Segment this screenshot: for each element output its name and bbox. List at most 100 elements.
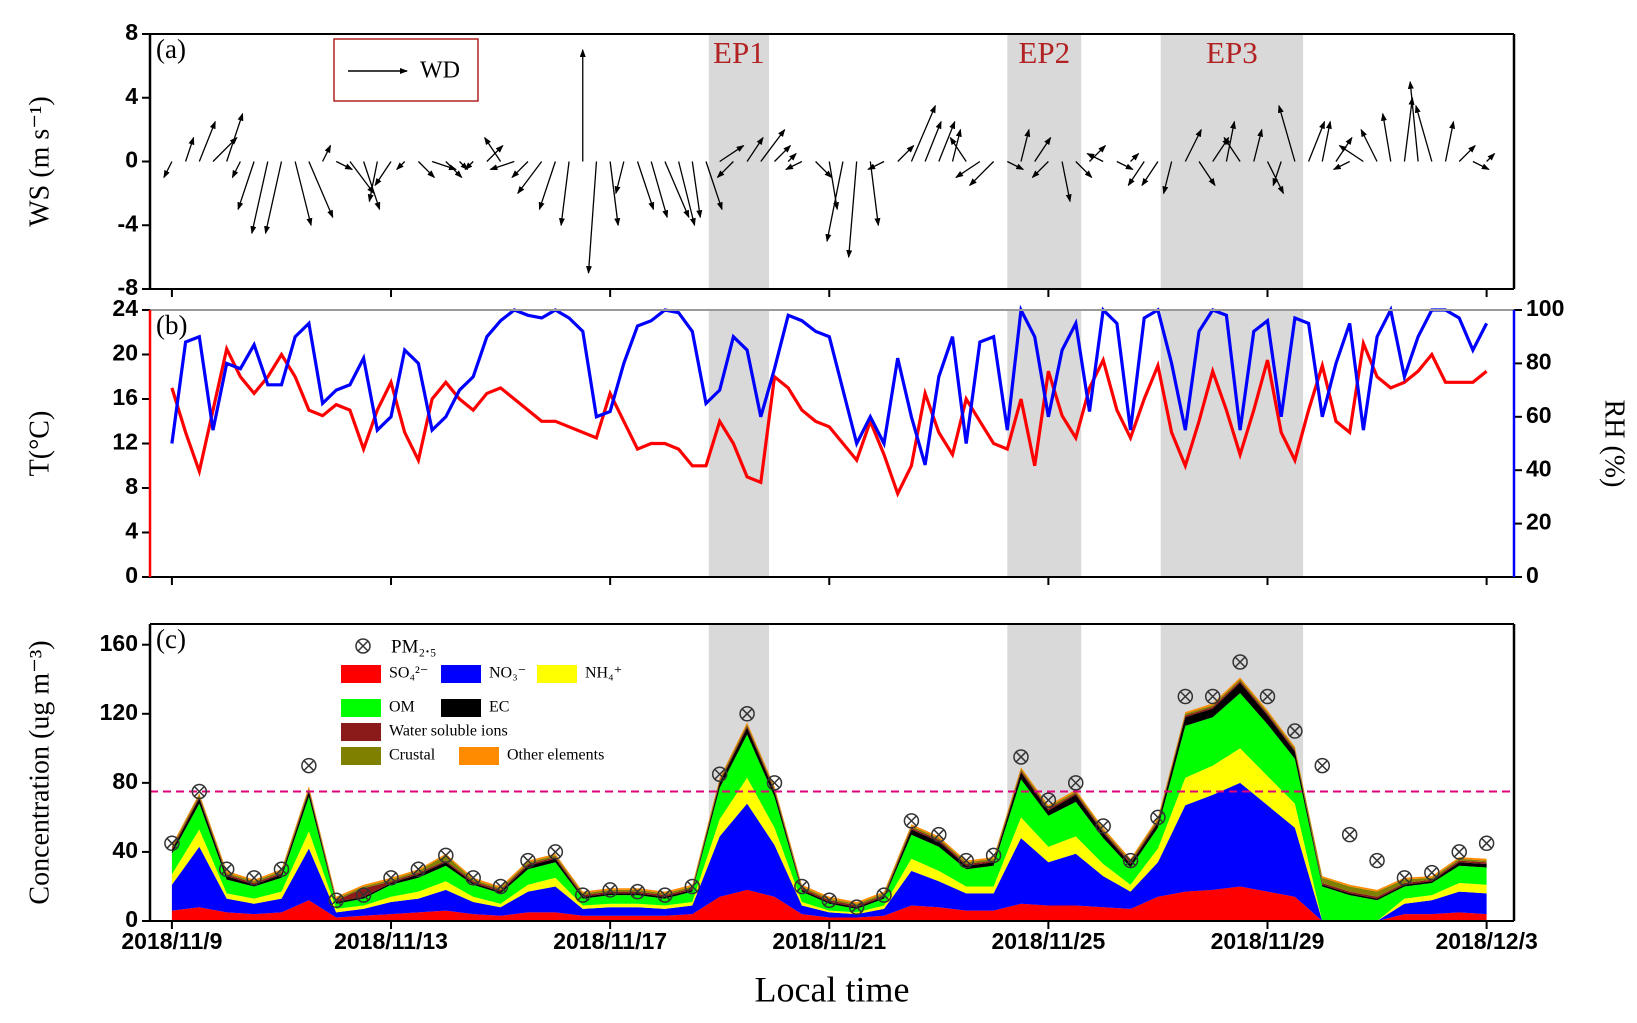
wind-arrow xyxy=(1184,128,1202,162)
wind-arrow xyxy=(760,128,786,162)
marker-cross xyxy=(577,889,589,901)
wind-arrow xyxy=(1198,161,1216,187)
pm25-point xyxy=(1232,654,1248,670)
wind-arrow xyxy=(746,136,764,162)
marker-cross xyxy=(1179,690,1191,703)
legend-marker xyxy=(355,638,371,654)
wind-arrow xyxy=(614,161,625,195)
wind-arrow xyxy=(1407,80,1419,162)
episode-label: EP2 xyxy=(1018,35,1070,70)
wind-arrow xyxy=(517,161,543,195)
episode-label: EP1 xyxy=(713,35,765,70)
marker-cross xyxy=(385,872,397,884)
x-tick-label: 2018/11/29 xyxy=(1211,928,1325,954)
y2-tick-label: 80 xyxy=(1526,348,1552,374)
marker-ring xyxy=(1013,749,1029,765)
wind-arrow xyxy=(1444,120,1456,162)
pm25-point xyxy=(903,813,920,829)
wind-arrow xyxy=(363,161,381,211)
marker-cross xyxy=(796,880,808,892)
marker-cross xyxy=(221,863,233,875)
wind-arrow xyxy=(226,112,244,162)
legend-swatch xyxy=(441,699,481,717)
pm25-point xyxy=(410,861,427,877)
wind-arrow xyxy=(949,136,967,162)
marker-ring xyxy=(985,847,1002,864)
marker-ring xyxy=(1451,844,1467,860)
pm25-point xyxy=(821,892,838,909)
marker-cross xyxy=(823,894,835,906)
marker-ring xyxy=(1232,654,1248,670)
marker-ring xyxy=(1369,852,1385,869)
wind-arrow xyxy=(716,161,734,179)
marker-cross xyxy=(714,768,726,780)
wind-arrow xyxy=(308,161,334,219)
marker-cross xyxy=(522,855,534,867)
pm25-point xyxy=(328,892,344,909)
wind-arrow xyxy=(511,161,529,179)
wind-arrow xyxy=(664,161,690,219)
wind-arrow xyxy=(237,161,255,211)
marker-cross xyxy=(905,815,917,827)
pm25-point xyxy=(1478,835,1495,852)
wind-arrow xyxy=(1272,161,1282,187)
marker-ring xyxy=(191,783,208,800)
y2-tick-label: 40 xyxy=(1526,455,1552,481)
y-tick-label: 160 xyxy=(100,630,138,656)
y-tick-label: 24 xyxy=(112,295,138,321)
y-tick-label: -8 xyxy=(118,274,139,300)
wind-arrow xyxy=(897,144,915,162)
y-axis-title: Concentration (ug m⁻³) xyxy=(24,640,55,904)
marker-cross xyxy=(1070,777,1082,789)
legend-label: PM₂.₅ xyxy=(391,636,436,657)
episode-band xyxy=(708,310,770,577)
marker-cross xyxy=(1152,811,1164,823)
wind-arrow xyxy=(815,161,833,179)
marker-ring xyxy=(492,878,509,895)
pm25-point xyxy=(1095,818,1111,834)
marker-cross xyxy=(412,863,424,875)
episode-label: EP3 xyxy=(1206,35,1258,70)
wind-arrow xyxy=(163,161,173,179)
wind-arrow xyxy=(1414,104,1433,162)
wind-arrow xyxy=(650,161,669,219)
marker-cross xyxy=(275,863,288,875)
wind-arrow xyxy=(1130,152,1140,162)
wind-arrow xyxy=(1075,161,1093,179)
pm25-point xyxy=(739,706,755,722)
x-tick-label: 2018/11/25 xyxy=(991,928,1105,954)
marker-ring xyxy=(1095,818,1111,834)
y2-tick-label: 60 xyxy=(1526,402,1552,428)
marker-ring xyxy=(438,847,454,864)
marker-ring xyxy=(1068,775,1084,791)
wind-arrow xyxy=(1403,96,1415,162)
wind-arrow xyxy=(938,120,956,162)
marker-cross xyxy=(440,849,452,861)
episode-band xyxy=(1007,310,1082,577)
y-axis-title: T(°C) xyxy=(24,411,55,477)
pm25-point xyxy=(1314,757,1331,774)
pm25-point xyxy=(1040,792,1057,808)
wind-arrow xyxy=(846,161,858,259)
wind-arrow xyxy=(445,161,463,179)
pm25-point xyxy=(794,878,810,895)
y-tick-label: 120 xyxy=(100,699,138,725)
marker-ring xyxy=(1040,792,1057,808)
marker-cross xyxy=(166,837,178,849)
wind-arrow xyxy=(1116,160,1134,171)
marker-ring xyxy=(848,899,865,915)
marker-ring xyxy=(1341,826,1358,843)
wind-arrow xyxy=(1223,136,1241,162)
pm25-point xyxy=(575,887,591,903)
wind-arrow xyxy=(349,161,375,195)
marker-cross xyxy=(495,880,507,892)
pm25-point xyxy=(602,882,618,898)
y-tick-label: 8 xyxy=(125,19,138,45)
marker-ring xyxy=(465,870,481,886)
marker-cross xyxy=(357,640,369,652)
episode-band xyxy=(1160,34,1304,289)
wind-arrow xyxy=(828,161,840,211)
wind-arrow xyxy=(1321,120,1332,162)
wind-arrow xyxy=(1360,128,1378,162)
